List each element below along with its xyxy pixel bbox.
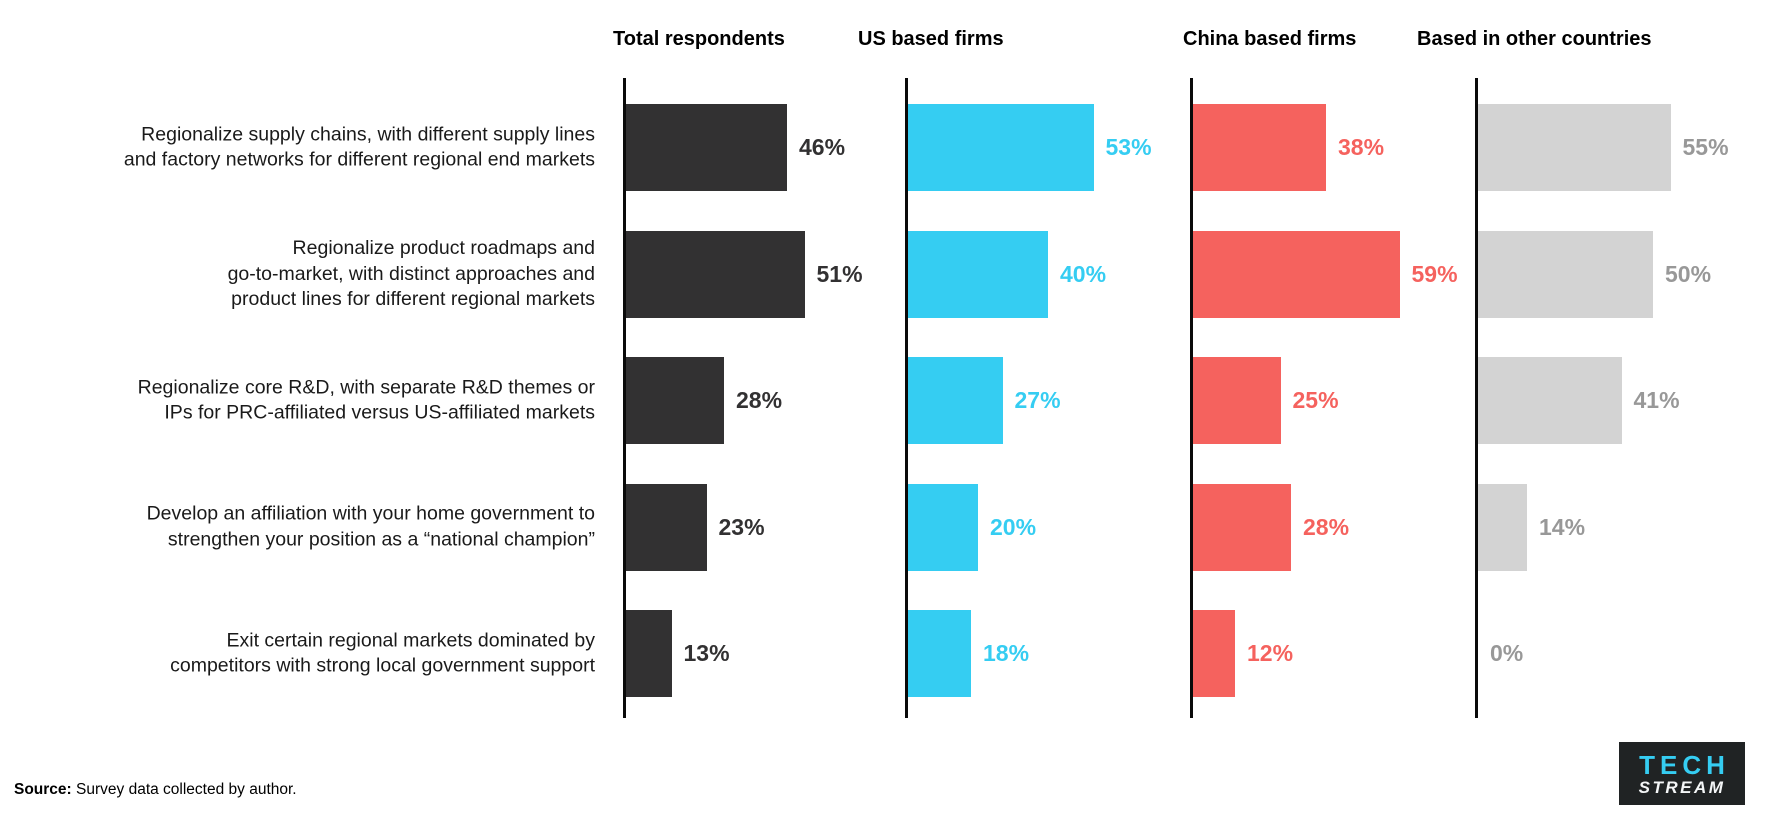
- bar: [1193, 483, 1291, 571]
- bar-value-label: 53%: [1105, 134, 1152, 160]
- axis-line: [623, 78, 626, 718]
- bar: [1193, 610, 1235, 697]
- bar: [908, 104, 1094, 191]
- bar-value-label: 18%: [983, 640, 1030, 666]
- bar: [908, 483, 978, 571]
- bar: [908, 610, 971, 697]
- bar-value-label: 51%: [816, 260, 863, 287]
- category-label: Regionalize core R&D, with separate R&D …: [137, 376, 595, 424]
- bar-value-label: 55%: [1682, 134, 1729, 160]
- bar-value-label: 27%: [1014, 387, 1061, 413]
- bar: [1478, 104, 1671, 191]
- logo-tech-text: TECH: [1639, 749, 1730, 780]
- bar: [1193, 230, 1400, 318]
- axis-line: [1190, 78, 1193, 718]
- column-header: US based firms: [858, 28, 1004, 50]
- bar: [908, 230, 1048, 318]
- bar: [1193, 357, 1281, 444]
- logo-stream-text: STREAM: [1638, 777, 1726, 797]
- category-label: Exit certain regional markets dominated …: [170, 629, 595, 677]
- bar: [908, 357, 1003, 444]
- category-label: Regionalize supply chains, with differen…: [123, 123, 595, 171]
- source-text: Survey data collected by author.: [71, 781, 297, 798]
- bar-value-label: 50%: [1665, 260, 1712, 287]
- column-header: Total respondents: [613, 28, 785, 50]
- bar: [1478, 230, 1653, 318]
- axis-line: [905, 78, 908, 718]
- bar-value-label: 13%: [683, 640, 730, 666]
- bar-value-label: 38%: [1338, 134, 1385, 160]
- bar: [1478, 357, 1622, 444]
- bar-value-label: 28%: [736, 387, 783, 413]
- bar-value-label: 14%: [1539, 513, 1586, 540]
- bar-value-label: 40%: [1060, 260, 1107, 287]
- bar: [1193, 104, 1326, 191]
- axis-line: [1475, 78, 1478, 718]
- bar-value-label: 41%: [1633, 387, 1680, 413]
- bar: [626, 357, 724, 444]
- bar: [626, 483, 707, 571]
- source-note: Source: Survey data collected by author.: [14, 781, 297, 799]
- bar-value-label: 28%: [1303, 513, 1350, 540]
- category-label: Regionalize product roadmaps and go-to-m…: [227, 236, 595, 310]
- bar-value-label: 59%: [1411, 260, 1458, 287]
- category-labels: Regionalize supply chains, with differen…: [20, 0, 595, 740]
- bar-value-label: 25%: [1292, 387, 1339, 413]
- bar: [626, 610, 672, 697]
- techstream-logo: TECH STREAM: [1619, 742, 1745, 805]
- bar-value-label: 46%: [799, 134, 846, 160]
- column-header: China based firms: [1183, 28, 1357, 50]
- column-header: Based in other countries: [1417, 28, 1652, 50]
- bar-value-label: 12%: [1247, 640, 1294, 666]
- bar-value-label: 0%: [1490, 640, 1524, 666]
- bar: [1478, 483, 1527, 571]
- bar: [626, 230, 805, 318]
- category-label: Develop an affiliation with your home go…: [146, 502, 595, 551]
- bar: [626, 104, 787, 191]
- source-label: Source:: [14, 781, 72, 798]
- bar-value-label: 23%: [718, 513, 765, 540]
- bar-value-label: 20%: [990, 513, 1037, 540]
